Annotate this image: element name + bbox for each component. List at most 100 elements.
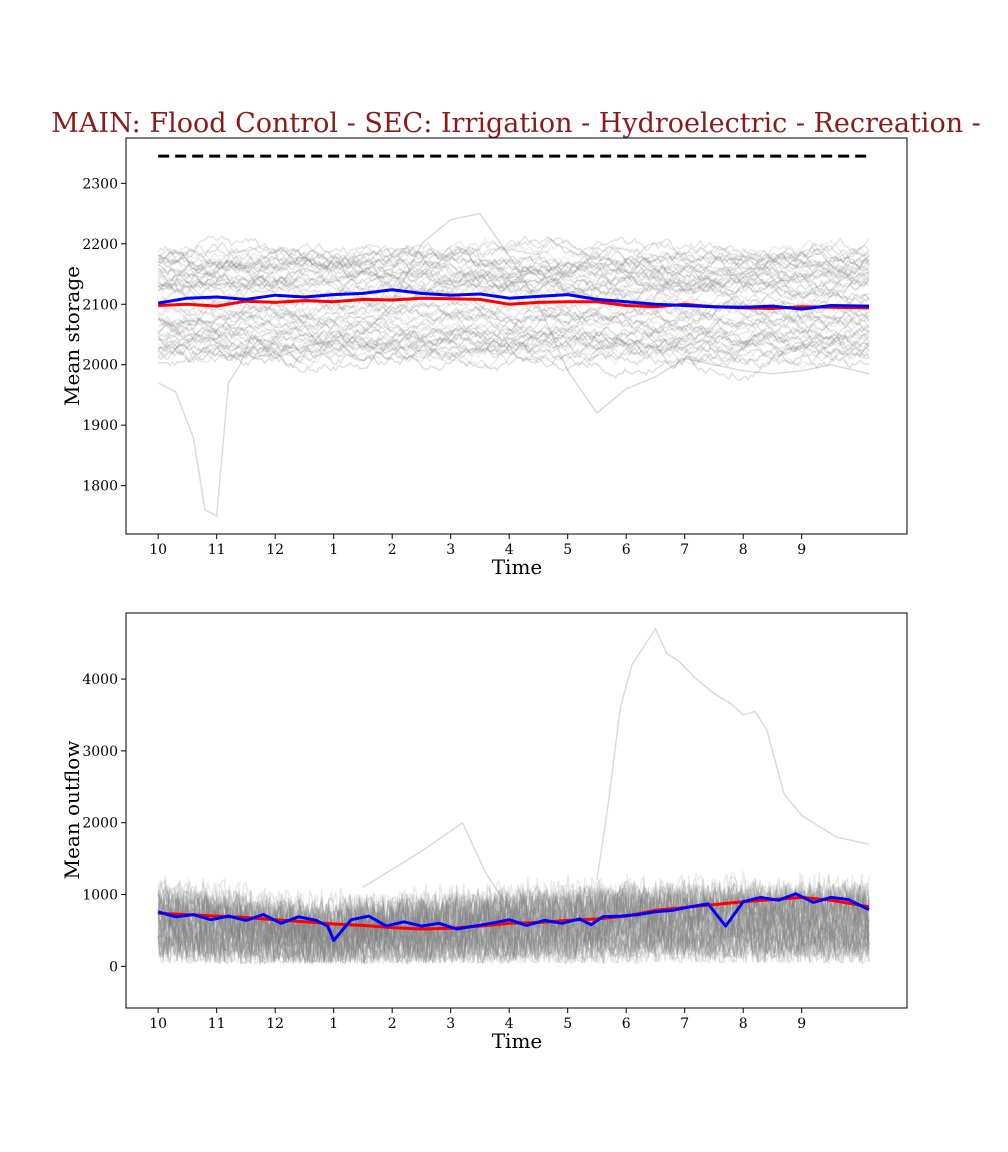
outflow-ensemble-line [157, 928, 870, 964]
storage-x-axis-label: Time [492, 555, 543, 579]
storage-ensemble-line [157, 286, 870, 318]
storage-ensemble-line [157, 335, 870, 368]
outflow-ensemble-line [157, 902, 870, 957]
outflow-ensemble-line [157, 909, 870, 946]
storage-y-tick-label: 2200 [82, 237, 118, 253]
outflow-ensemble-line [157, 882, 870, 952]
storage-ensemble-line [157, 331, 870, 367]
storage-y-axis-label: Mean storage [60, 266, 84, 406]
outflow-ensemble-line [157, 912, 870, 964]
storage-ensemble-line [158, 308, 870, 337]
storage-ensemble-line [157, 314, 870, 346]
outflow-ensemble-line [157, 884, 870, 950]
outflow-y-ticks: 0 1000 2000 3000 4000 [82, 672, 126, 975]
storage-ensemble-line [157, 325, 870, 354]
storage-ensemble-line [157, 334, 870, 366]
storage-ensemble-line [158, 236, 870, 277]
outflow-ensemble-line [157, 908, 870, 966]
storage-ensemble-line [157, 275, 870, 304]
outflow-ensemble-line [157, 932, 870, 964]
outflow-x-tick-label: 9 [797, 1016, 806, 1032]
figure-title: MAIN: Flood Control - SEC: Irrigation - … [51, 108, 981, 139]
outflow-ensemble-line [157, 913, 870, 965]
storage-ensemble-line [157, 349, 870, 381]
storage-y-tick-label: 1900 [82, 418, 118, 434]
storage-ensemble-line [157, 263, 870, 300]
outflow-x-tick-label: 7 [680, 1016, 689, 1032]
outflow-ensemble-line [157, 888, 870, 945]
outflow-ensemble-line [157, 891, 870, 942]
storage-x-tick-label: 1 [329, 542, 338, 558]
storage-ensemble-line [157, 269, 870, 298]
outflow-ensemble-line [157, 893, 870, 944]
outflow-ensemble-line [157, 914, 870, 953]
outflow-ensemble-line [157, 880, 870, 946]
storage-ensemble-line [157, 248, 870, 280]
outflow-x-tick-label: 11 [208, 1016, 226, 1032]
storage-highlight-line [157, 288, 870, 311]
storage-ensemble-line [157, 261, 870, 295]
storage-x-tick-label: 11 [208, 542, 226, 558]
storage-ensemble-line [157, 259, 870, 286]
storage-ensemble-line [157, 273, 870, 306]
storage-y-tick-label: 2300 [82, 176, 118, 192]
storage-ensemble-line [157, 237, 870, 267]
outflow-ensemble-line [157, 898, 870, 959]
storage-ensemble-line [157, 322, 870, 348]
storage-ensemble-line [157, 248, 870, 280]
storage-x-tick-label: 9 [797, 542, 806, 558]
storage-ensemble-line [157, 263, 870, 291]
storage-x-tick-label: 4 [505, 542, 514, 558]
storage-ensemble-line [157, 300, 870, 332]
storage-x-tick-label: 7 [680, 542, 689, 558]
outflow-y-tick-label: 0 [109, 959, 118, 975]
outflow-ensemble-line [157, 903, 870, 950]
storage-x-tick-label: 2 [388, 542, 397, 558]
outflow-ensemble-line [157, 888, 870, 935]
outflow-axes-frame [125, 612, 908, 1009]
outflow-ensemble-line [157, 880, 870, 934]
storage-x-tick-label: 8 [739, 542, 748, 558]
outflow-ensemble-line [157, 909, 870, 963]
storage-ensemble-line [157, 307, 870, 334]
storage-ensemble-line [158, 263, 870, 296]
storage-ensemble-line [157, 332, 870, 362]
outflow-ensemble-line [157, 915, 870, 964]
storage-ensemble-line [158, 331, 870, 364]
storage-ensemble-line [158, 269, 870, 304]
outflow-ensemble-line [158, 890, 870, 945]
outflow-ensemble-line [157, 897, 870, 957]
storage-ensemble-line [157, 235, 870, 267]
outflow-ensemble-line [157, 907, 870, 955]
storage-ensemble-line [157, 246, 870, 279]
outflow-outlier-line [596, 627, 870, 881]
storage-x-tick-label: 10 [149, 542, 167, 558]
outflow-x-ticks: 10 11 12 1 2 3 4 5 6 7 8 9 [149, 1008, 806, 1032]
outflow-x-tick-label: 12 [266, 1016, 284, 1032]
storage-ensemble-line [157, 245, 870, 285]
storage-axes-frame [125, 137, 908, 535]
storage-plot-area [157, 154, 870, 518]
outflow-ensemble-line [157, 899, 870, 958]
storage-ensemble-line [157, 265, 870, 294]
storage-ensemble-line [157, 336, 870, 370]
storage-ensemble-line [157, 264, 870, 304]
outflow-y-tick-label: 2000 [82, 816, 118, 832]
storage-ensemble-line [157, 336, 870, 370]
outflow-ensemble-line [157, 915, 870, 965]
storage-outlier-line [157, 333, 334, 518]
outflow-outlier-line [362, 821, 510, 910]
outflow-ensemble-line [157, 892, 870, 951]
storage-ensemble-line [157, 324, 870, 358]
outflow-ensemble-line [157, 890, 870, 939]
outflow-x-tick-label: 5 [563, 1016, 572, 1032]
outflow-y-tick-label: 3000 [82, 744, 118, 760]
storage-ensemble-line [157, 318, 870, 351]
outflow-ensemble-line [157, 890, 870, 934]
storage-ensemble-line [157, 236, 870, 262]
storage-ensemble-line [157, 296, 870, 329]
outflow-ensemble-line [157, 924, 870, 961]
storage-ensemble-line [157, 323, 870, 356]
storage-ensemble-line [157, 307, 870, 337]
